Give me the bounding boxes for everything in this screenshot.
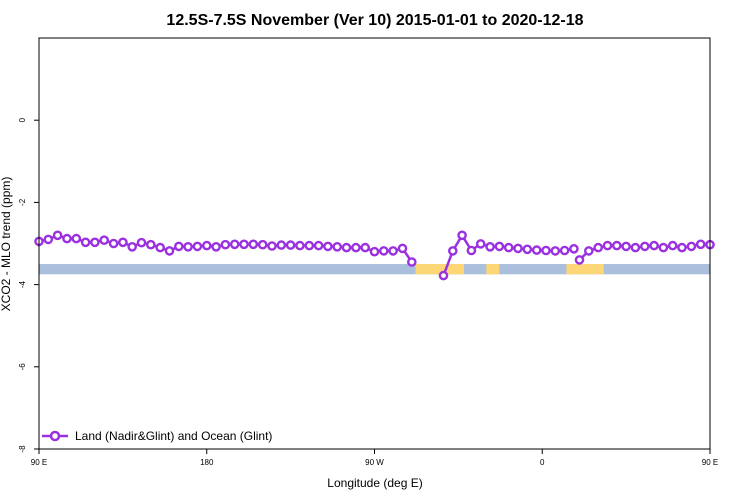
series-layer	[34, 230, 715, 281]
x-tick-label: 180	[200, 458, 214, 467]
data-point	[267, 241, 277, 251]
data-point	[569, 243, 579, 254]
data-point	[695, 239, 706, 250]
data-point	[475, 239, 486, 249]
y-tick-label: -8	[18, 445, 27, 453]
data-point	[80, 237, 91, 248]
data-point	[494, 241, 505, 252]
y-tick-label: -4	[18, 280, 27, 288]
data-point	[192, 241, 203, 252]
data-point	[295, 240, 305, 251]
data-point	[145, 239, 156, 250]
data-point	[90, 237, 100, 248]
data-point	[341, 242, 352, 253]
data-point	[612, 240, 622, 251]
y-axis-label: XCO2 - MLO trend (ppm)	[0, 177, 13, 312]
data-point	[602, 240, 613, 251]
data-point	[62, 233, 72, 244]
x-tick-label: 0	[540, 458, 545, 467]
data-point	[323, 241, 333, 252]
data-point	[630, 242, 641, 253]
data-point	[406, 257, 417, 267]
data-point	[686, 241, 697, 252]
data-point	[71, 233, 82, 244]
data-point	[257, 239, 268, 250]
data-point	[658, 242, 669, 253]
x-axis-label: Longitude (deg E)	[327, 476, 422, 490]
data-point	[378, 246, 389, 256]
data-point	[43, 234, 54, 245]
data-point	[183, 241, 193, 252]
y-tick-label: 0	[18, 117, 27, 122]
data-point	[351, 242, 361, 253]
legend-marker	[49, 430, 61, 442]
land-band	[566, 264, 604, 275]
data-point	[248, 239, 259, 250]
data-point	[649, 240, 659, 251]
land-band	[486, 264, 500, 275]
data-point	[211, 241, 221, 252]
data-point	[239, 239, 249, 250]
data-point	[522, 244, 533, 255]
data-point	[360, 242, 371, 253]
chart-title: 12.5S-7.5S November (Ver 10) 2015-01-01 …	[166, 12, 583, 29]
y-tick-label: -2	[18, 198, 27, 206]
data-point	[550, 246, 561, 256]
x-axis: 90 E 180 90 W 0 90 E	[31, 449, 718, 467]
y-axis: 0 -2 -4 -6 -8	[18, 117, 39, 453]
data-point	[108, 238, 119, 249]
x-tick-label: 90 E	[702, 458, 718, 467]
data-point	[313, 240, 324, 251]
data-point	[485, 241, 495, 252]
data-point	[220, 239, 231, 250]
data-point	[447, 246, 458, 256]
data-point	[457, 230, 467, 241]
data-point	[640, 241, 650, 252]
land-band	[415, 264, 464, 275]
data-point	[513, 243, 523, 254]
land-ocean-strip	[39, 264, 710, 275]
data-point	[438, 270, 449, 281]
data-point	[304, 240, 315, 251]
data-point	[541, 245, 551, 256]
data-point	[677, 242, 687, 253]
data-point	[621, 241, 631, 252]
data-point	[285, 240, 296, 250]
data-point	[574, 255, 585, 265]
x-tick-label: 90 W	[365, 458, 384, 467]
data-point	[369, 246, 380, 257]
data-point	[155, 242, 165, 253]
data-point	[229, 239, 240, 250]
data-point	[118, 237, 128, 248]
data-point	[559, 245, 570, 256]
data-point	[99, 235, 109, 245]
data-point	[388, 246, 398, 256]
data-point	[332, 241, 343, 252]
legend-entry: Land (Nadir&Glint) and Ocean (Glint)	[75, 429, 272, 443]
data-point	[136, 237, 147, 248]
data-point	[503, 242, 514, 253]
data-point	[593, 242, 604, 253]
data-point	[667, 240, 678, 251]
y-tick-label: -6	[18, 363, 27, 371]
data-point	[531, 245, 542, 255]
data-point	[584, 246, 594, 256]
data-point	[201, 240, 212, 251]
data-point	[164, 246, 175, 256]
ocean-band	[39, 264, 710, 275]
legend: Land (Nadir&Glint) and Ocean (Glint)	[42, 429, 272, 443]
data-point	[127, 241, 137, 252]
data-point	[52, 230, 63, 241]
x-tick-label: 90 E	[31, 458, 47, 467]
data-point	[173, 241, 184, 252]
data-point	[466, 245, 477, 256]
data-point	[397, 243, 408, 254]
data-point	[276, 240, 287, 250]
